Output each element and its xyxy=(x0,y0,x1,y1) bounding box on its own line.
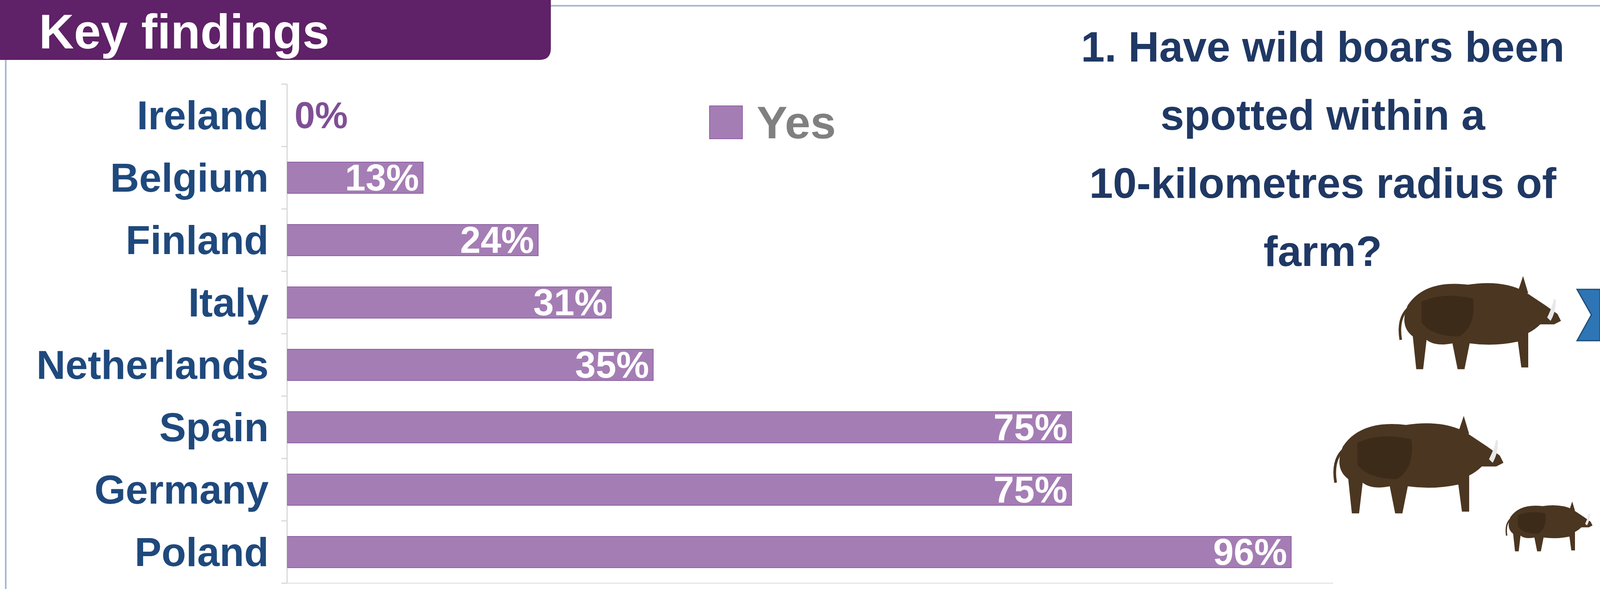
title-line: farm? xyxy=(1263,227,1383,275)
legend-swatch xyxy=(709,105,743,139)
category-label: Germany xyxy=(94,466,269,512)
category-label: Ireland xyxy=(136,92,269,138)
title-line: 1. Have wild boars been xyxy=(1080,22,1565,71)
boar-tusk xyxy=(1547,298,1556,321)
bar xyxy=(287,411,1072,443)
data-label: 75% xyxy=(993,406,1068,448)
data-label: 31% xyxy=(533,281,608,323)
category-label: Spain xyxy=(159,404,269,450)
panel-frame xyxy=(5,5,1600,589)
category-tick xyxy=(281,520,288,522)
category-label: Finland xyxy=(125,217,269,263)
data-label: 35% xyxy=(575,344,649,386)
category-tick xyxy=(281,582,288,584)
title-line: 10-kilometres radius of xyxy=(1089,159,1557,207)
category-label: Poland xyxy=(134,529,269,575)
bar xyxy=(287,99,288,131)
background xyxy=(0,0,1600,589)
data-labels: 0% 13% 24% 31% 35% 75% 75% 96% xyxy=(294,94,1288,573)
header-text: Key findings xyxy=(38,4,330,59)
category-tick xyxy=(281,83,288,85)
legend: Yes xyxy=(709,96,836,149)
boar-body xyxy=(1339,422,1504,514)
header-tab xyxy=(0,0,551,60)
value-axis xyxy=(287,582,1333,584)
boar-tusk xyxy=(1488,438,1498,463)
boar-body xyxy=(1404,283,1562,370)
bars xyxy=(287,162,1292,568)
data-label: 75% xyxy=(993,468,1068,510)
category-tick xyxy=(281,146,288,148)
title-line: spotted within a xyxy=(1160,91,1486,139)
category-tick xyxy=(281,457,288,459)
boar-icon xyxy=(1399,276,1562,370)
data-label: 13% xyxy=(344,157,419,199)
category-label: Belgium xyxy=(109,155,269,201)
bar xyxy=(287,473,1072,505)
boar-shade xyxy=(1357,435,1412,479)
chart-title: 1. Have wild boars been spotted within a 1… xyxy=(1080,22,1565,275)
boar-tusk xyxy=(1585,513,1590,525)
boar-shade xyxy=(1517,511,1546,534)
boar-icon xyxy=(1506,501,1593,552)
boar-shade xyxy=(1421,295,1474,336)
category-tick xyxy=(281,395,288,397)
bar xyxy=(287,536,1292,568)
boar-ear xyxy=(1458,415,1470,434)
data-label: 0% xyxy=(294,94,348,136)
boar-body xyxy=(1508,504,1593,551)
category-label: Italy xyxy=(188,279,269,325)
chart: Key findings 1. Have wild boars been spott… xyxy=(0,0,1600,589)
arrow-shape xyxy=(1577,289,1600,341)
category-tick xyxy=(281,270,288,272)
boar-icon xyxy=(1334,415,1504,514)
legend-label: Yes xyxy=(756,96,836,149)
category-label: Netherlands xyxy=(36,342,269,388)
data-label: 96% xyxy=(1213,531,1288,573)
data-label: 24% xyxy=(460,219,535,261)
boar-ear xyxy=(1569,501,1576,511)
category-tick xyxy=(281,208,288,210)
category-tick xyxy=(281,333,288,335)
boar-ear xyxy=(1517,276,1529,294)
